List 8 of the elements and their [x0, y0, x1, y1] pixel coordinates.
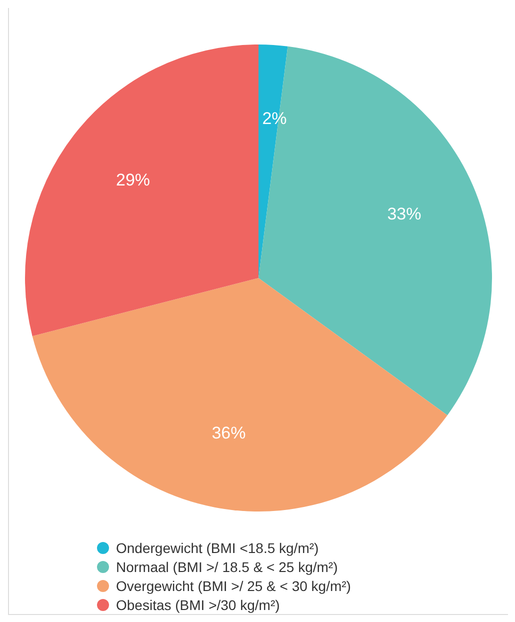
data-label: 36%	[212, 424, 246, 443]
data-label: 33%	[387, 204, 422, 224]
legend-label: Overgewicht (BMI >/ 25 & < 30 kg/m²)	[116, 578, 351, 594]
data-label: 2%	[262, 109, 287, 128]
legend-label: Obesitas (BMI >/30 kg/m²)	[116, 596, 280, 612]
legend-label: Normaal (BMI >/ 18.5 & < 25 kg/m²)	[116, 558, 338, 574]
legend-label: Ondergewicht (BMI <18.5 kg/m²)	[116, 540, 319, 556]
data-label: 29%	[116, 170, 150, 190]
